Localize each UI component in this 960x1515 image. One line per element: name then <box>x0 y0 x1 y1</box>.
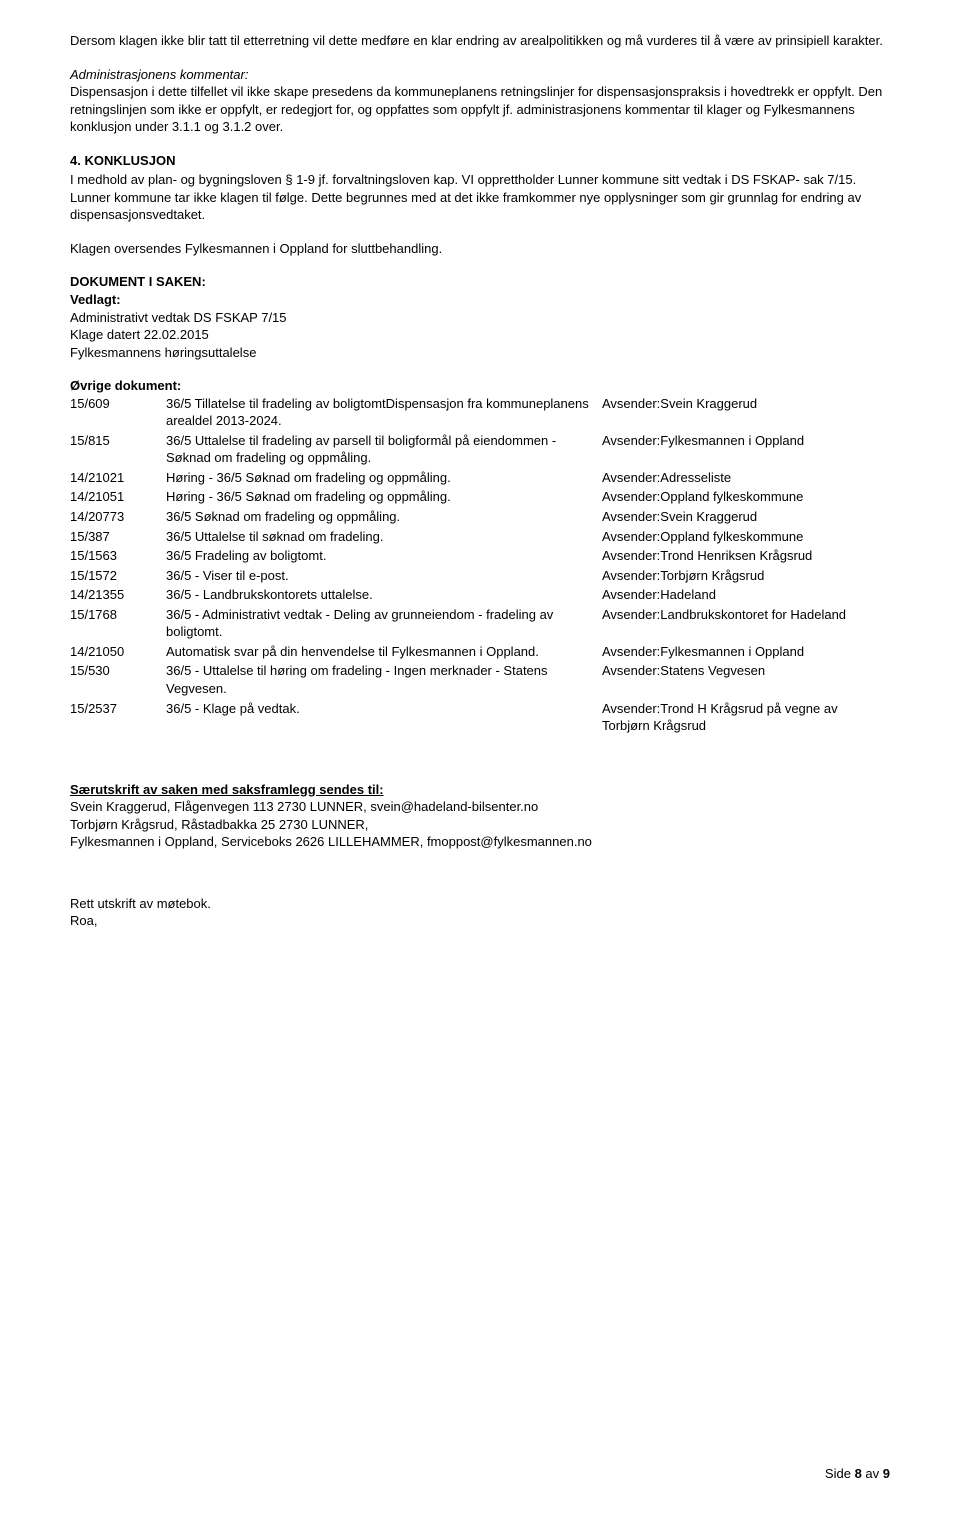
saerutskrift-line: Svein Kraggerud, Flågenvegen 113 2730 LU… <box>70 798 890 816</box>
konklusjon-body: I medhold av plan- og bygningsloven § 1-… <box>70 171 890 224</box>
doc-id: 14/21051 <box>70 488 166 508</box>
table-row: 15/38736/5 Uttalelse til søknad om frade… <box>70 528 890 548</box>
table-row: 15/176836/5 - Administrativt vedtak - De… <box>70 606 890 643</box>
vedlagt-list: Administrativt vedtak DS FSKAP 7/15Klage… <box>70 309 890 362</box>
doc-sender: Avsender:Landbrukskontoret for Hadeland <box>602 606 890 643</box>
table-row: 14/21050Automatisk svar på din henvendel… <box>70 643 890 663</box>
doc-description: 36/5 - Administrativt vedtak - Deling av… <box>166 606 602 643</box>
table-row: 15/81536/5 Uttalelse til fradeling av pa… <box>70 432 890 469</box>
doc-description: 36/5 - Landbrukskontorets uttalelse. <box>166 586 602 606</box>
table-row: 15/157236/5 - Viser til e-post.Avsender:… <box>70 567 890 587</box>
doc-id: 14/20773 <box>70 508 166 528</box>
page-current: 8 <box>855 1466 862 1481</box>
doc-sender: Avsender:Oppland fylkeskommune <box>602 528 890 548</box>
oversendes-line: Klagen oversendes Fylkesmannen i Oppland… <box>70 240 890 258</box>
saerutskrift-line: Fylkesmannen i Oppland, Serviceboks 2626… <box>70 833 890 851</box>
doc-sender: Avsender:Fylkesmannen i Oppland <box>602 432 890 469</box>
table-row: 14/2135536/5 - Landbrukskontorets uttale… <box>70 586 890 606</box>
doc-description: Høring - 36/5 Søknad om fradeling og opp… <box>166 488 602 508</box>
doc-sender: Avsender:Torbjørn Krågsrud <box>602 567 890 587</box>
admin-comment-heading: Administrasjonens kommentar: <box>70 66 890 84</box>
page-total: 9 <box>883 1466 890 1481</box>
doc-sender: Avsender:Hadeland <box>602 586 890 606</box>
doc-description: 36/5 Tillatelse til fradeling av boligto… <box>166 395 602 432</box>
paragraph-intro: Dersom klagen ikke blir tatt til etterre… <box>70 32 890 50</box>
table-row: 15/253736/5 - Klage på vedtak.Avsender:T… <box>70 700 890 737</box>
doc-sender: Avsender:Oppland fylkeskommune <box>602 488 890 508</box>
table-row: 15/53036/5 - Uttalelse til høring om fra… <box>70 662 890 699</box>
utskrift-line1: Rett utskrift av møtebok. <box>70 895 890 913</box>
doc-description: 36/5 Uttalelse til søknad om fradeling. <box>166 528 602 548</box>
doc-id: 15/387 <box>70 528 166 548</box>
doc-description: 36/5 Fradeling av boligtomt. <box>166 547 602 567</box>
doc-sender: Avsender:Fylkesmannen i Oppland <box>602 643 890 663</box>
table-row: 14/21021Høring - 36/5 Søknad om fradelin… <box>70 469 890 489</box>
doc-description: 36/5 - Klage på vedtak. <box>166 700 602 737</box>
saerutskrift-list: Svein Kraggerud, Flågenvegen 113 2730 LU… <box>70 798 890 851</box>
page-number: Side 8 av 9 <box>825 1465 890 1483</box>
doc-description: 36/5 - Uttalelse til høring om fradeling… <box>166 662 602 699</box>
doc-id: 15/530 <box>70 662 166 699</box>
doc-description: Høring - 36/5 Søknad om fradeling og opp… <box>166 469 602 489</box>
table-row: 15/156336/5 Fradeling av boligtomt.Avsen… <box>70 547 890 567</box>
doc-sender: Avsender:Trond Henriksen Krågsrud <box>602 547 890 567</box>
saerutskrift-heading: Særutskrift av saken med saksframlegg se… <box>70 781 890 799</box>
doc-id: 15/1572 <box>70 567 166 587</box>
doc-description: 36/5 Uttalelse til fradeling av parsell … <box>166 432 602 469</box>
doc-sender: Avsender:Statens Vegvesen <box>602 662 890 699</box>
utskrift-line2: Roa, <box>70 912 890 930</box>
doc-id: 15/1768 <box>70 606 166 643</box>
doc-id: 15/815 <box>70 432 166 469</box>
page-prefix: Side <box>825 1466 855 1481</box>
doc-sender: Avsender:Svein Kraggerud <box>602 395 890 432</box>
vedlagt-line: Administrativt vedtak DS FSKAP 7/15 <box>70 309 890 327</box>
konklusjon-heading: 4. KONKLUSJON <box>70 152 890 170</box>
doc-description: Automatisk svar på din henvendelse til F… <box>166 643 602 663</box>
doc-description: 36/5 Søknad om fradeling og oppmåling. <box>166 508 602 528</box>
doc-id: 15/2537 <box>70 700 166 737</box>
doc-id: 14/21050 <box>70 643 166 663</box>
vedlagt-line: Klage datert 22.02.2015 <box>70 326 890 344</box>
admin-comment-body: Dispensasjon i dette tilfellet vil ikke … <box>70 83 890 136</box>
doc-description: 36/5 - Viser til e-post. <box>166 567 602 587</box>
ovrige-dokument-heading: Øvrige dokument: <box>70 377 890 395</box>
table-row: 14/2077336/5 Søknad om fradeling og oppm… <box>70 508 890 528</box>
doc-sender: Avsender:Adresseliste <box>602 469 890 489</box>
doc-sender: Avsender:Svein Kraggerud <box>602 508 890 528</box>
document-table: 15/60936/5 Tillatelse til fradeling av b… <box>70 395 890 737</box>
doc-id: 15/1563 <box>70 547 166 567</box>
vedlagt-heading: Vedlagt: <box>70 291 890 309</box>
table-row: 15/60936/5 Tillatelse til fradeling av b… <box>70 395 890 432</box>
table-row: 14/21051Høring - 36/5 Søknad om fradelin… <box>70 488 890 508</box>
vedlagt-line: Fylkesmannens høringsuttalelse <box>70 344 890 362</box>
dokument-i-saken-heading: DOKUMENT I SAKEN: <box>70 273 890 291</box>
saerutskrift-line: Torbjørn Krågsrud, Råstadbakka 25 2730 L… <box>70 816 890 834</box>
page-sep: av <box>862 1466 883 1481</box>
doc-sender: Avsender:Trond H Krågsrud på vegne av To… <box>602 700 890 737</box>
doc-id: 15/609 <box>70 395 166 432</box>
doc-id: 14/21355 <box>70 586 166 606</box>
doc-id: 14/21021 <box>70 469 166 489</box>
